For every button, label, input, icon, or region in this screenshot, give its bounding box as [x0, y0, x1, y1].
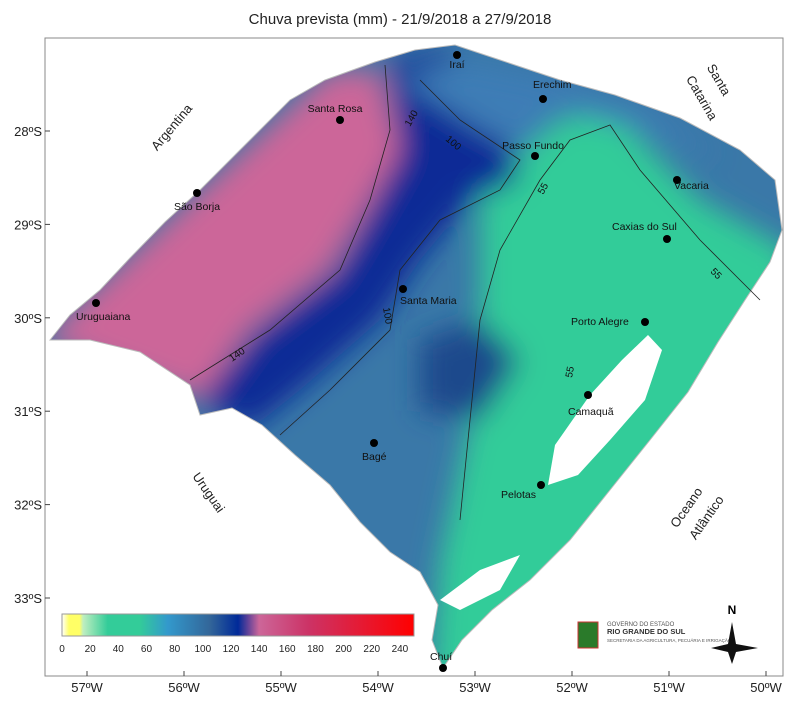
- legend-tick-label: 240: [392, 644, 409, 655]
- city-marker-icon: [584, 391, 592, 399]
- city-marker-icon: [92, 299, 100, 307]
- map-title: Chuva prevista (mm) - 21/9/2018 a 27/9/2…: [249, 11, 552, 28]
- city-label: Iraí: [449, 59, 464, 71]
- lat-tick-label: 32ºS: [14, 498, 42, 513]
- contour-lines: [189, 64, 761, 521]
- city-label: Uruguaiana: [76, 311, 130, 323]
- svg-text:100: 100: [380, 307, 394, 326]
- city-marker-icon: [453, 51, 461, 59]
- legend-tick-label: 20: [85, 644, 97, 655]
- lat-tick-label: 31ºS: [14, 404, 42, 419]
- city-marker-icon: [663, 235, 671, 243]
- city-label: São Borja: [174, 201, 220, 213]
- lon-tick-label: 52ºW: [556, 680, 588, 695]
- legend-tick-label: 120: [223, 644, 240, 655]
- city-label: Porto Alegre: [571, 316, 629, 328]
- legend-tick-label: 140: [251, 644, 268, 655]
- city-marker-icon: [641, 318, 649, 326]
- lon-tick-label: 54ºW: [362, 680, 394, 695]
- compass-rose-icon: [711, 622, 758, 664]
- legend-tick-label: 80: [169, 644, 181, 655]
- lagoa-mirim: [440, 555, 520, 610]
- city-label: Santa Rosa: [308, 103, 363, 115]
- lat-tick-label: 29ºS: [14, 217, 42, 232]
- north-arrow: N: [711, 603, 758, 664]
- city-label: Camaquã: [568, 406, 614, 418]
- lagoa-dos-patos: [548, 335, 662, 485]
- city-marker-icon: [673, 176, 681, 184]
- legend-tick-label: 160: [279, 644, 296, 655]
- city-label: Vacaria: [674, 180, 709, 192]
- city-label: Santa Maria: [400, 295, 457, 307]
- city-markers: Iraí Erechim Santa Rosa Passo Fundo Vacaria S…: [76, 51, 709, 672]
- lon-tick-label: 57ºW: [71, 680, 103, 695]
- lat-tick-label: 30ºS: [14, 311, 42, 326]
- lon-tick-label: 51ºW: [653, 680, 685, 695]
- city-marker-icon: [531, 152, 539, 160]
- legend-tick-label: 60: [141, 644, 153, 655]
- svg-text:SECRETARIA DA AGRICULTURA, PEC: SECRETARIA DA AGRICULTURA, PECUÁRIA E IR…: [607, 637, 732, 643]
- city-marker-icon: [336, 116, 344, 124]
- legend: 0 20 40 60 80 100 120 140 160 180 200 220 240: [59, 613, 415, 655]
- city-marker-icon: [193, 189, 201, 197]
- city-marker-icon: [399, 285, 407, 293]
- latitude-ticks: 28ºS 29ºS 30ºS 31ºS 32ºS 33ºS: [14, 124, 50, 606]
- city-label: Chuí: [430, 651, 452, 663]
- legend-colorbar: [61, 613, 415, 637]
- city-label: Erechim: [533, 79, 572, 91]
- lon-tick-label: 56ºW: [168, 680, 200, 695]
- government-logo: GOVERNO DO ESTADO RIO GRANDE DO SUL SECR…: [577, 621, 732, 649]
- lon-tick-label: 53ºW: [459, 680, 491, 695]
- city-marker-icon: [539, 95, 547, 103]
- city-label: Passo Fundo: [502, 140, 564, 152]
- legend-tick-label: 220: [363, 644, 380, 655]
- coat-of-arms-icon: [577, 621, 599, 649]
- svg-text:RIO GRANDE DO SUL: RIO GRANDE DO SUL: [607, 627, 686, 636]
- svg-text:N: N: [728, 603, 737, 617]
- legend-tick-label: 40: [113, 644, 125, 655]
- svg-text:55: 55: [564, 365, 577, 378]
- svg-text:GOVERNO DO ESTADO: GOVERNO DO ESTADO: [607, 622, 675, 628]
- legend-tick-label: 0: [59, 644, 65, 655]
- svg-text:55: 55: [536, 181, 551, 197]
- city-marker-icon: [370, 439, 378, 447]
- city-label: Pelotas: [501, 489, 536, 501]
- city-marker-icon: [537, 481, 545, 489]
- lon-tick-label: 55ºW: [265, 680, 297, 695]
- longitude-ticks: 57ºW 56ºW 55ºW 54ºW 53ºW 52ºW 51ºW 50ºW: [71, 671, 782, 695]
- legend-tick-label: 180: [307, 644, 324, 655]
- lat-tick-label: 33ºS: [14, 591, 42, 606]
- legend-tick-label: 100: [194, 644, 211, 655]
- legend-tick-label: 200: [335, 644, 352, 655]
- city-label: Bagé: [362, 451, 387, 463]
- lon-tick-label: 50ºW: [750, 680, 782, 695]
- city-label: Caxias do Sul: [612, 221, 677, 233]
- city-marker-icon: [439, 664, 447, 672]
- lat-tick-label: 28ºS: [14, 124, 42, 139]
